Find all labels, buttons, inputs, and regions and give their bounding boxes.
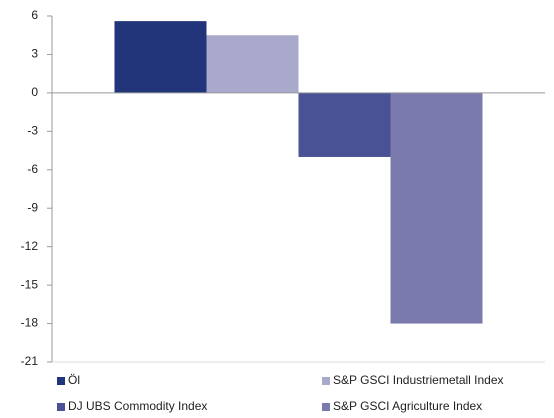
y-tick-label: 6 — [31, 8, 38, 22]
legend-swatch — [57, 377, 65, 385]
y-tick-label: 0 — [31, 85, 38, 99]
bar — [390, 92, 483, 324]
bar — [206, 35, 299, 93]
y-tick-label: -21 — [21, 354, 39, 368]
y-tick-label: -6 — [27, 162, 38, 176]
bar — [298, 92, 391, 157]
y-tick-label: -3 — [27, 124, 38, 138]
legend-swatch — [322, 403, 330, 411]
y-tick-label: -12 — [21, 239, 39, 253]
y-tick-label: -18 — [21, 316, 39, 330]
legend-label: DJ UBS Commodity Index — [68, 399, 207, 413]
legend-label: Öl — [68, 373, 80, 387]
y-tick-label: -15 — [21, 277, 39, 291]
legend-label: S&P GSCI Agriculture Index — [333, 399, 482, 413]
legend-label: S&P GSCI Industriemetall Index — [333, 373, 504, 387]
legend-swatch — [322, 377, 330, 385]
y-tick-label: -9 — [27, 200, 38, 214]
y-tick-label: 3 — [31, 47, 38, 61]
legend-swatch — [57, 403, 65, 411]
bar — [114, 21, 207, 93]
